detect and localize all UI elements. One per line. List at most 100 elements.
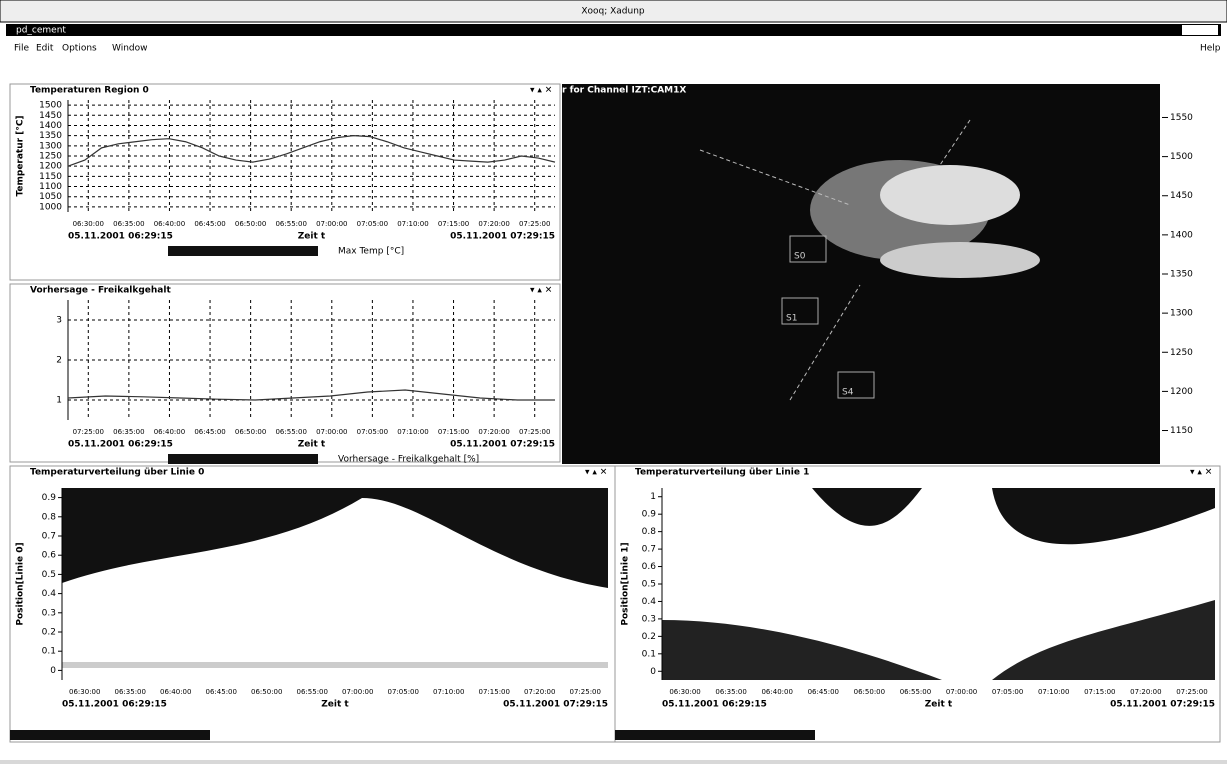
- x-tick-label: 07:15:00: [438, 220, 469, 228]
- x-tick-label: 07:15:00: [479, 688, 510, 696]
- flame: [880, 242, 1040, 278]
- y-tick-label: 1050: [39, 192, 62, 202]
- legend-swatch: [168, 454, 318, 464]
- colorbar-tick-label: 1450: [1170, 191, 1193, 201]
- desktop: Xooq; Xadunp pd_cement File Edit Options Wi…: [0, 0, 1227, 760]
- y-tick-label: 1450: [39, 111, 62, 121]
- x-tick-label: 07:00:00: [946, 688, 977, 696]
- y-tick-label: 0: [650, 667, 656, 677]
- x-tick-label: 07:25:00: [519, 220, 550, 228]
- x-tick-label: 07:25:00: [1176, 688, 1207, 696]
- y-tick-label: 0.2: [42, 628, 56, 638]
- menu-item[interactable]: File: [14, 44, 30, 54]
- window-title-bar: [6, 24, 1221, 36]
- x-axis-label: Zeit t: [925, 700, 953, 710]
- camera-title: r for Channel IZT:CAM1X: [562, 86, 686, 96]
- x-tick-label: 07:25:00: [570, 688, 601, 696]
- x-tick-label: 07:10:00: [433, 688, 464, 696]
- x-tick-label: 06:45:00: [808, 688, 839, 696]
- y-tick-label: 0.1: [42, 647, 56, 657]
- y-tick-label: 1150: [39, 172, 62, 182]
- y-tick-label: 0.5: [642, 580, 656, 590]
- region-label: S0: [794, 252, 806, 262]
- window-controls[interactable]: [1182, 25, 1218, 35]
- y-tick-label: 0.5: [42, 570, 56, 580]
- x-tick-label: 07:15:00: [1084, 688, 1115, 696]
- x-tick-label: 07:10:00: [397, 220, 428, 228]
- y-tick-label: 0.7: [42, 532, 56, 542]
- x-tick-label: 07:05:00: [357, 220, 388, 228]
- x-tick-label: 06:40:00: [160, 688, 191, 696]
- y-tick-label: 0.8: [42, 512, 57, 522]
- colorbar-tick-label: 1300: [1170, 309, 1193, 319]
- y-tick-label: 1500: [39, 101, 62, 111]
- legend-entry: Max Temp [°C]: [338, 247, 404, 257]
- colorbar-tick-label: 1500: [1170, 152, 1193, 162]
- y-tick-label: 0.4: [642, 597, 657, 607]
- panel-title: Vorhersage - Freikalkgehalt: [30, 286, 171, 296]
- y-axis-label: Position[Linie 0]: [16, 542, 26, 625]
- colorbar-tick-label: 1250: [1170, 348, 1193, 358]
- y-tick-label: 0.8: [642, 527, 657, 537]
- menu-item[interactable]: Window: [112, 44, 148, 54]
- x-tick-label: 07:05:00: [388, 688, 419, 696]
- y-tick-label: 0.3: [42, 608, 56, 618]
- window-title: pd_cement: [16, 26, 66, 36]
- x-tick-label: 06:30:00: [73, 220, 104, 228]
- x-tick-label: 07:15:00: [438, 428, 469, 436]
- x-axis-label: Zeit t: [321, 700, 349, 710]
- panel-controls[interactable]: ▾ ▴ ✕: [530, 286, 552, 296]
- colorbar-tick-label: 1200: [1170, 387, 1193, 397]
- y-tick-label: 0: [50, 666, 56, 676]
- status-bar: [615, 730, 815, 740]
- x-tick-label: 06:35:00: [113, 220, 144, 228]
- y-tick-label: 1400: [39, 121, 62, 131]
- y-tick-label: 1200: [39, 162, 62, 172]
- y-tick-label: 1250: [39, 152, 62, 162]
- menu-item[interactable]: Options: [62, 44, 97, 54]
- x-tick-label: 06:50:00: [854, 688, 885, 696]
- panel-controls[interactable]: ▾ ▴ ✕: [585, 468, 607, 478]
- end-time: 05.11.2001 07:29:15: [503, 700, 608, 710]
- y-tick-label: 0.9: [42, 493, 57, 503]
- panel-title: Temperaturverteilung über Linie 0: [30, 468, 204, 478]
- panel-controls[interactable]: ▾ ▴ ✕: [530, 86, 552, 96]
- x-tick-label: 07:10:00: [397, 428, 428, 436]
- panel-title: Temperaturen Region 0: [30, 86, 149, 96]
- y-tick-label: 1100: [39, 182, 62, 192]
- x-tick-label: 06:55:00: [900, 688, 931, 696]
- panel-controls[interactable]: ▾ ▴ ✕: [1190, 468, 1212, 478]
- heatmap-band: [62, 662, 608, 668]
- camera-image: [562, 84, 1160, 464]
- x-axis-label: Zeit t: [298, 232, 326, 242]
- x-tick-label: 06:40:00: [154, 428, 185, 436]
- y-tick-label: 0.6: [642, 562, 657, 572]
- x-tick-label: 07:25:00: [519, 428, 550, 436]
- x-tick-label: 06:55:00: [275, 428, 306, 436]
- y-axis-label: Temperatur [°C]: [16, 115, 26, 196]
- y-tick-label: 0.2: [642, 632, 656, 642]
- x-tick-label: 06:55:00: [297, 688, 328, 696]
- menu-item[interactable]: Edit: [36, 44, 54, 54]
- end-time: 05.11.2001 07:29:15: [450, 232, 555, 242]
- x-tick-label: 07:20:00: [524, 688, 555, 696]
- y-tick-label: 0.3: [642, 614, 656, 624]
- x-tick-label: 06:50:00: [251, 688, 282, 696]
- region-label: S4: [842, 388, 854, 398]
- y-tick-label: 0.1: [642, 649, 656, 659]
- flame: [880, 165, 1020, 225]
- start-time: 05.11.2001 06:29:15: [62, 700, 167, 710]
- os-title: Xooq; Xadunp: [581, 7, 645, 17]
- y-tick-label: 0.6: [42, 551, 57, 561]
- x-tick-label: 06:55:00: [275, 220, 306, 228]
- end-time: 05.11.2001 07:29:15: [450, 440, 555, 450]
- menu-item[interactable]: Help: [1200, 44, 1221, 54]
- x-tick-label: 07:00:00: [316, 428, 347, 436]
- colorbar-tick-label: 1150: [1170, 426, 1193, 436]
- x-tick-label: 06:35:00: [113, 428, 144, 436]
- legend-entry: Vorhersage - Freikalkgehalt [%]: [338, 455, 479, 465]
- x-tick-label: 07:00:00: [316, 220, 347, 228]
- status-bar: [10, 730, 210, 740]
- x-tick-label: 06:35:00: [115, 688, 146, 696]
- x-tick-label: 07:20:00: [478, 428, 509, 436]
